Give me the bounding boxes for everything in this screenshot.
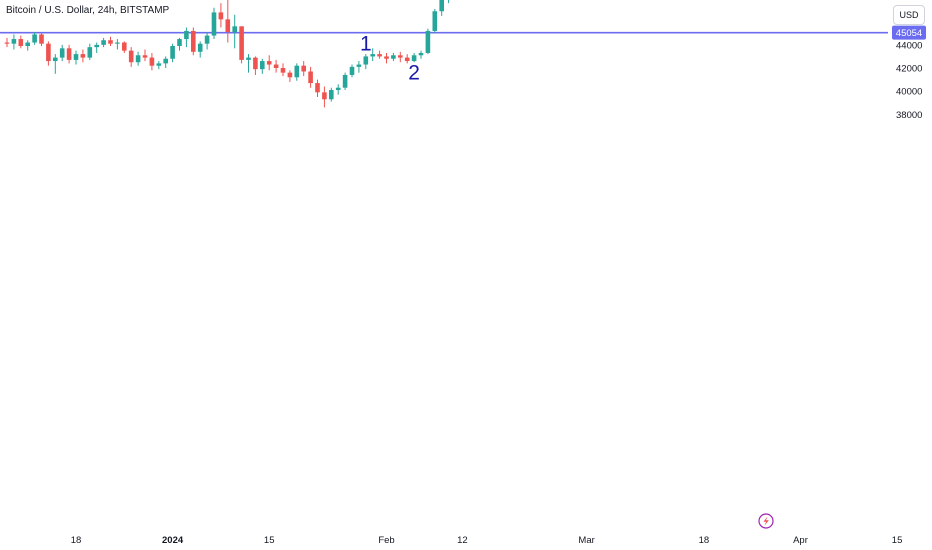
candle-body[interactable] <box>232 26 237 33</box>
x-tick-label: 18 <box>699 535 710 546</box>
candle-body[interactable] <box>384 56 389 59</box>
candle-body[interactable] <box>329 90 334 100</box>
candle-body[interactable] <box>53 57 58 62</box>
candle-body[interactable] <box>101 40 106 45</box>
candle-body[interactable] <box>163 58 168 64</box>
y-tick-label: 44000 <box>896 40 922 51</box>
x-tick-label: 15 <box>264 535 275 546</box>
x-tick-label: Mar <box>578 535 594 546</box>
candle-body[interactable] <box>322 92 327 100</box>
y-tick-label: 40000 <box>896 87 922 98</box>
candle-body[interactable] <box>108 40 113 44</box>
candle-body[interactable] <box>246 57 251 60</box>
candle-body[interactable] <box>418 52 424 56</box>
candle-body[interactable] <box>349 66 355 75</box>
candle-body[interactable] <box>308 71 313 84</box>
candle-body[interactable] <box>73 54 79 60</box>
candle-body[interactable] <box>425 30 431 53</box>
candle-body[interactable] <box>273 64 279 69</box>
candle-body[interactable] <box>260 61 265 70</box>
candle-body[interactable] <box>335 87 341 91</box>
candle-body[interactable] <box>404 57 410 62</box>
candle-body[interactable] <box>211 12 217 36</box>
candle-body[interactable] <box>94 44 99 48</box>
candle-body[interactable] <box>315 83 320 93</box>
candle-body[interactable] <box>363 56 369 65</box>
candle-body[interactable] <box>46 43 51 62</box>
candle-body[interactable] <box>156 63 162 66</box>
candle-body[interactable] <box>398 55 403 58</box>
candle-body[interactable] <box>301 65 306 72</box>
candle-body[interactable] <box>142 55 148 58</box>
x-tick-label: 18 <box>71 535 82 546</box>
candle-body[interactable] <box>432 11 438 31</box>
wave-label: 1 <box>360 33 372 56</box>
currency-button[interactable]: USD <box>893 5 925 25</box>
lightning-icon <box>763 516 769 526</box>
candle-body[interactable] <box>66 48 72 60</box>
x-tick-label: Apr <box>793 535 808 546</box>
candle-body[interactable] <box>204 35 210 44</box>
candle-body[interactable] <box>135 55 141 63</box>
price-tag <box>892 25 926 40</box>
candle-body[interactable] <box>411 55 417 62</box>
candle-body[interactable] <box>11 39 17 44</box>
candle-body[interactable] <box>218 12 224 20</box>
candle-body[interactable] <box>391 55 396 59</box>
candle-body[interactable] <box>39 34 44 44</box>
candle-body[interactable] <box>170 46 175 59</box>
candle-body[interactable] <box>342 74 348 88</box>
x-tick-label: Feb <box>378 535 394 546</box>
candle-body[interactable] <box>149 57 155 66</box>
candle-body[interactable] <box>197 43 203 52</box>
candle-body[interactable] <box>18 39 24 47</box>
wave-label: 2 <box>408 62 420 85</box>
candle-body[interactable] <box>356 64 362 67</box>
candle-body[interactable] <box>253 57 258 70</box>
candle-body[interactable] <box>287 72 293 78</box>
candle-body[interactable] <box>294 65 300 78</box>
x-tick-label: 15 <box>892 535 903 546</box>
candle-body[interactable] <box>115 42 120 44</box>
candle-body[interactable] <box>128 50 134 63</box>
candle-body[interactable] <box>177 39 182 47</box>
candle-body[interactable] <box>266 61 272 65</box>
chart-title: Bitcoin / U.S. Dollar, 24h, BITSTAMP <box>6 5 170 16</box>
candle-body[interactable] <box>32 34 37 43</box>
candle-body[interactable] <box>225 19 231 33</box>
candle-body[interactable] <box>4 42 10 44</box>
x-tick-label: 12 <box>457 535 468 546</box>
price-tag-label: 45054 <box>896 28 922 39</box>
candle-body[interactable] <box>370 54 375 57</box>
candle-body[interactable] <box>239 26 244 60</box>
candle-body[interactable] <box>25 42 30 47</box>
candle-body[interactable] <box>80 54 86 58</box>
candle-body[interactable] <box>439 0 444 12</box>
candle-body[interactable] <box>377 54 382 57</box>
y-tick-label: 42000 <box>896 64 922 75</box>
candle-body[interactable] <box>122 42 127 51</box>
candle-body[interactable] <box>191 30 196 52</box>
candle-body[interactable] <box>59 48 65 58</box>
x-tick-label: 2024 <box>162 535 184 546</box>
candle-body[interactable] <box>87 47 93 58</box>
candle-body[interactable] <box>280 68 286 73</box>
candle-body[interactable] <box>184 30 189 40</box>
y-tick-label: 38000 <box>896 110 922 121</box>
